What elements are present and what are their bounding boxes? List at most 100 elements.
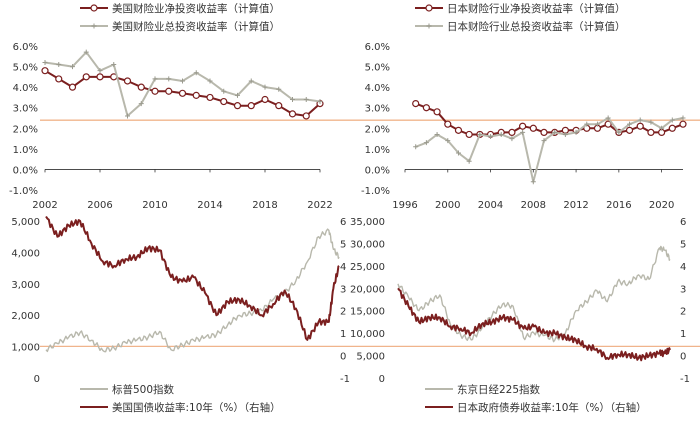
data-point: [275, 102, 283, 110]
y-tick-label: 5.0%: [13, 63, 38, 74]
y2-tick-label: 6: [340, 217, 346, 228]
x-tick-label: 2014: [197, 200, 222, 211]
x-tick-label: 2020: [649, 200, 674, 211]
data-point: [488, 134, 494, 140]
y-tick-label: 0: [34, 374, 40, 385]
y-tick-label: 0.0%: [365, 165, 390, 176]
data-point: [540, 128, 548, 136]
series-line: [45, 228, 340, 353]
x-tick-label: 2022: [307, 200, 332, 211]
data-point: [165, 87, 173, 95]
y-tick-label: 10,000: [350, 329, 385, 340]
data-point: [530, 179, 536, 185]
data-point: [573, 129, 579, 135]
y-tick-label: 30,000: [350, 239, 385, 250]
legend-label: 日本财险行业净投资收益率（计算值）: [447, 2, 626, 15]
data-point: [680, 115, 686, 121]
us_market-panel: 5,000 4,000 3,000 2,000 1,000 0 6 5 4 3 2 1 0 -1 标普500…: [11, 215, 350, 414]
y2-tick-label: 4: [340, 262, 346, 273]
y-tick-label: 1.0%: [365, 145, 390, 156]
data-point: [55, 75, 63, 83]
data-point: [477, 131, 483, 137]
y2-tick-label: 0: [340, 352, 346, 363]
data-point: [659, 125, 665, 131]
x-tick-label: 1996: [392, 200, 417, 211]
data-point: [248, 78, 254, 84]
data-point: [220, 97, 228, 106]
data-point: [233, 102, 242, 110]
y-tick-label: 4,000: [11, 248, 40, 259]
data-point: [498, 131, 504, 137]
data-point: [82, 73, 90, 81]
data-point: [207, 78, 213, 84]
data-point: [455, 150, 461, 156]
data-point: [445, 138, 451, 144]
data-point: [529, 124, 537, 132]
data-point: [111, 62, 117, 68]
jp_insurance-panel: 6.0% 5.0% 4.0% 3.0% 2.0% 1.0% 0.0% -1.0%1996 200…: [361, 2, 687, 211]
x-tick-label: 2002: [32, 200, 57, 211]
data-point: [193, 70, 199, 76]
y-tick-label: 5,000: [356, 352, 385, 363]
data-point: [466, 158, 472, 164]
data-point: [636, 122, 644, 130]
x-tick-label: 2018: [252, 200, 277, 211]
data-point: [317, 99, 323, 105]
data-point: [206, 93, 214, 102]
legend-marker: [426, 23, 432, 29]
data-point: [520, 129, 526, 135]
y-tick-label: 0.0%: [13, 165, 38, 176]
legend-label: 美国财险业净投资收益率（计算值）: [112, 2, 280, 15]
data-point: [668, 124, 676, 132]
data-point: [56, 62, 62, 68]
data-point: [192, 91, 200, 99]
data-point: [541, 138, 547, 144]
x-tick-label: 2016: [606, 200, 631, 211]
y2-tick-label: -1: [340, 374, 350, 385]
x-tick-label: 2004: [478, 200, 503, 211]
data-point: [96, 73, 104, 81]
data-point: [166, 76, 172, 82]
data-point: [433, 108, 441, 116]
data-point: [235, 92, 240, 98]
series-line: [397, 287, 671, 362]
data-point: [68, 83, 77, 91]
data-point: [123, 77, 132, 85]
y2-tick-label: 4: [680, 262, 686, 273]
x-tick-label: 2012: [563, 200, 588, 211]
y-tick-label: 25,000: [350, 262, 385, 273]
x-tick-label: 2008: [521, 200, 546, 211]
data-point: [679, 120, 687, 128]
data-point: [262, 84, 268, 90]
y-tick-label: 1.0%: [13, 145, 38, 156]
y-tick-label: 2.0%: [365, 124, 390, 135]
y-tick-label: 2.0%: [13, 124, 38, 135]
data-point: [41, 67, 49, 75]
y2-tick-label: 1: [680, 329, 686, 340]
data-point: [552, 129, 558, 135]
jp_market-panel: 35,000 30,000 25,000 20,000 15,000 10,000 5,00…: [350, 217, 690, 414]
y-tick-label: 5.0%: [365, 63, 390, 74]
y-tick-label: 3.0%: [365, 104, 390, 115]
legend-label: 标普500指数: [112, 383, 175, 396]
data-point: [178, 89, 187, 97]
data-point: [288, 110, 297, 118]
data-point: [627, 121, 633, 127]
data-point: [604, 120, 612, 128]
data-point: [261, 95, 269, 104]
data-point: [637, 117, 643, 123]
data-point: [247, 102, 255, 110]
series-line: [397, 245, 671, 343]
y2-tick-label: 2: [340, 307, 346, 318]
data-point: [180, 78, 185, 84]
y-tick-label: 1,000: [11, 343, 40, 354]
data-point: [616, 129, 622, 135]
y-tick-label: 3.0%: [13, 104, 38, 115]
data-point: [605, 115, 611, 121]
y-tick-label: 0: [379, 374, 385, 385]
y-tick-label: -1.0%: [9, 186, 38, 197]
y2-tick-label: 3: [680, 284, 686, 295]
data-point: [509, 136, 515, 142]
data-point: [648, 119, 654, 125]
legend-marker: [425, 4, 433, 12]
